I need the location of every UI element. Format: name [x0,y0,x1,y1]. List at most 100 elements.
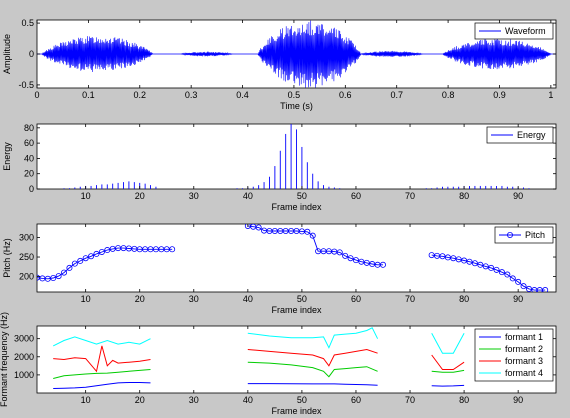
x-tick-label: 10 [81,395,91,405]
pitch-point [450,255,457,262]
pitch-point [477,261,484,268]
y-tick-label: 300 [19,233,34,243]
waveform-segment [442,38,552,70]
formant-1-line [53,382,151,389]
pitch-point [77,257,84,264]
x-tick-label: 90 [513,395,523,405]
x-tick-label: 10 [81,294,91,304]
x-tick-label: 0.4 [236,90,249,100]
plot-content [37,20,556,88]
pitch-point [520,283,527,290]
x-tick-label: 1 [548,90,553,100]
x-tick-label: 10 [81,191,91,201]
plot-area [36,223,557,293]
x-tick-label: 30 [189,191,199,201]
y-tick-label: 80 [24,123,34,133]
legend-box [486,126,554,144]
pitch-point [515,278,522,285]
x-tick-label: 50 [297,395,307,405]
y-tick-label: 3000 [14,334,34,344]
chart-panel-2: 10 20 30 40 50 60 70 80 90 0 20 40 60 80 Frame index En… [2,123,557,212]
pitch-point [66,264,73,271]
x-tick-label: 0.9 [493,90,506,100]
x-tick-label: 40 [243,191,253,201]
x-tick-label: 80 [459,395,469,405]
x-tick-label: 40 [243,294,253,304]
legend: formant 1 formant 2 formant 3 formant 4 [474,328,554,382]
x-tick-label: 90 [513,191,523,201]
x-tick-label: 50 [297,191,307,201]
waveform-segment [180,51,233,57]
pitch-point [504,271,511,278]
x-tick-label: 60 [351,294,361,304]
legend-label: Energy [517,130,546,140]
chart-panel-4: 10 20 30 40 50 60 70 80 90 1000 2000 3000 Frame inde… [0,312,557,416]
pitch-point [61,269,68,276]
formant-1-line [247,383,378,386]
pitch-point [482,263,489,270]
plot-area [36,325,557,394]
pitch-point [255,224,262,231]
legend-box [494,226,554,244]
x-axis-label: Frame index [271,305,322,315]
x-tick-label: 0.7 [390,90,403,100]
y-tick-label: 20 [24,169,34,179]
pitch-point [363,259,370,266]
formant-4-line [431,332,465,354]
y-axis-label: Pitch (Hz) [2,238,12,278]
y-tick-label: 2000 [14,352,34,362]
y-tick-label: 200 [19,271,34,281]
pitch-point [50,275,57,282]
pitch-point [336,249,343,256]
x-tick-label: 50 [297,294,307,304]
pitch-point [93,250,100,257]
pitch-line [247,225,383,266]
y-tick-label: 1000 [14,370,34,380]
x-tick-label: 30 [189,294,199,304]
plot-content [63,124,530,189]
formant-2-line [431,369,465,373]
chart-panel-1: 0 0.1 0.2 0.3 0.4 0.5 0.6 0.7 0.8 0.9 1-0.500.5Tim… [2,18,557,111]
x-tick-label: 90 [513,294,523,304]
formant-3-line [247,348,378,367]
pitch-point [509,275,516,282]
pitch-point [82,255,89,262]
y-tick-label: 250 [19,252,34,262]
x-tick-label: 0.5 [288,90,301,100]
pitch-point [525,285,532,292]
formant-3-line [53,345,151,373]
formant-3-line [431,354,465,370]
y-axis-label: Energy [2,142,12,171]
x-tick-label: 30 [189,395,199,405]
chart-panel-3: 10 20 30 40 50 60 70 80 90 200 250 300 Frame index Pi… [2,223,557,315]
x-tick-label: 80 [459,191,469,201]
x-tick-label: 0.6 [339,90,352,100]
formant-4-line [52,336,151,347]
pitch-point [542,287,549,292]
pitch-point [358,258,365,265]
x-tick-label: 0.8 [442,90,455,100]
x-tick-label: 0.2 [134,90,147,100]
pitch-point [342,252,349,259]
legend-box [474,328,554,382]
y-tick-label: 0 [29,184,34,194]
pitch-point [169,246,176,253]
pitch-point [104,247,111,254]
waveform-segment [360,50,423,57]
formant-1-line [431,384,465,387]
pitch-point [379,261,386,268]
x-tick-label: 20 [135,191,145,201]
y-axis-label: Formant frequency (Hz) [0,312,9,407]
x-tick-label: 20 [135,294,145,304]
pitch-point [461,257,468,264]
pitch-point [98,248,105,255]
legend-label: formant 1 [505,332,543,342]
y-tick-label: 40 [24,153,34,163]
legend-label: Waveform [505,26,546,36]
legend-marker [506,231,513,238]
waveform-segment [41,36,153,73]
legend: Waveform [474,22,554,40]
legend-label: formant 3 [505,356,543,366]
x-axis-label: Frame index [271,406,322,416]
pitch-point [493,266,500,273]
